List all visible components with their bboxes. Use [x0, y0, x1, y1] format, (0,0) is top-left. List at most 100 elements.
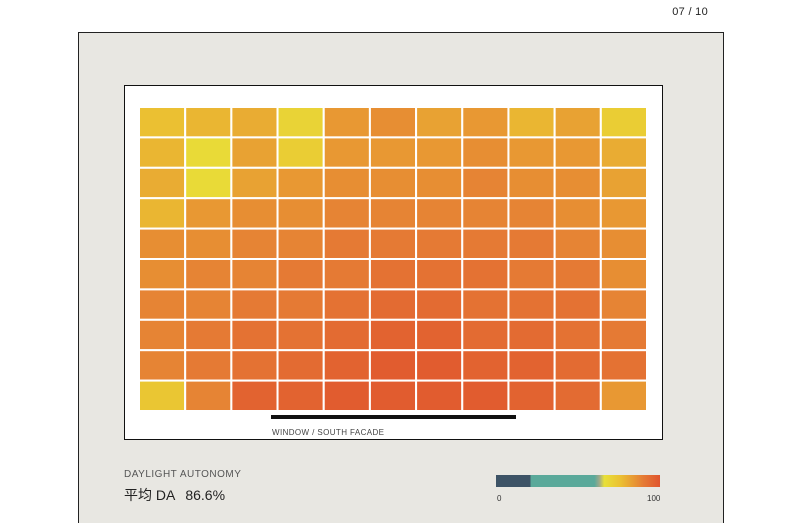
- heatmap-cell: [553, 106, 602, 139]
- heatmap-cell: [415, 288, 464, 321]
- heatmap-cell: [461, 136, 510, 169]
- heatmap-cell: [553, 318, 602, 352]
- heatmap-cell: [553, 197, 602, 230]
- heatmap-cell: [184, 349, 233, 382]
- heatmap-cell: [230, 349, 279, 382]
- heatmap-cell: [184, 227, 233, 261]
- heatmap-cell: [230, 106, 279, 139]
- heatmap-cell: [184, 258, 233, 291]
- heatmap-cell: [415, 166, 464, 200]
- heatmap-cell: [599, 379, 649, 413]
- heatmap-cell: [507, 106, 556, 139]
- heatmap-cell: [276, 227, 325, 261]
- heatmap-cell: [184, 318, 233, 352]
- heatmap-cell: [184, 197, 233, 230]
- heatmap-cell: [507, 379, 556, 413]
- heatmap-cell: [415, 318, 464, 352]
- heatmap-cell: [322, 379, 371, 413]
- color-scale-bar: [496, 475, 660, 487]
- heatmap-cell: [184, 136, 233, 169]
- heatmap-cell: [507, 349, 556, 382]
- heatmap-cell: [599, 106, 649, 139]
- heatmap-cell: [415, 197, 464, 230]
- heatmap-cell: [322, 288, 371, 321]
- metric-name: 平均 DA: [124, 487, 176, 503]
- heatmap-cell: [276, 288, 325, 321]
- heatmap-cell: [599, 258, 649, 291]
- heatmap-cell: [230, 166, 279, 200]
- heatmap-cell: [184, 288, 233, 321]
- heatmap-cell: [276, 136, 325, 169]
- heatmap-cell: [553, 136, 602, 169]
- heatmap-cell: [138, 197, 187, 230]
- heatmap-cell: [368, 318, 418, 352]
- heatmap-cell: [138, 288, 187, 321]
- page-indicator: 07 / 10: [672, 6, 708, 18]
- metric-number: 86.6%: [185, 487, 226, 503]
- metric-label: DAYLIGHT AUTONOMY: [124, 469, 242, 480]
- heatmap-cell: [599, 227, 649, 261]
- heatmap-cell: [507, 258, 556, 291]
- heatmap-cell: [415, 227, 464, 261]
- heatmap-cell: [138, 349, 187, 382]
- heatmap-cell: [368, 379, 418, 413]
- heatmap-cell: [415, 258, 464, 291]
- heatmap-cell: [507, 227, 556, 261]
- heatmap-cell: [230, 197, 279, 230]
- heatmap-cell: [138, 136, 187, 169]
- heatmap-cell: [507, 318, 556, 352]
- heatmap-cell: [368, 288, 418, 321]
- heatmap-cell: [322, 106, 371, 139]
- heatmap-cell: [461, 379, 510, 413]
- heatmap-cell: [276, 258, 325, 291]
- heatmap-cell: [138, 166, 187, 200]
- heatmap-cell: [230, 136, 279, 169]
- heatmap-cell: [368, 136, 418, 169]
- heatmap-cell: [322, 197, 371, 230]
- heatmap-cell: [599, 136, 649, 169]
- heatmap-cell: [507, 197, 556, 230]
- heatmap-cell: [368, 197, 418, 230]
- heatmap-cell: [599, 288, 649, 321]
- heatmap-cell: [276, 166, 325, 200]
- heatmap-cell: [230, 318, 279, 352]
- heatmap-cell: [138, 258, 187, 291]
- heatmap-chart: [138, 106, 649, 419]
- heatmap-cell: [461, 106, 510, 139]
- heatmap-cell: [322, 318, 371, 352]
- heatmap-cell: [461, 258, 510, 291]
- heatmap-cell: [230, 288, 279, 321]
- heatmap-cell: [461, 166, 510, 200]
- scale-min-label: 0: [497, 494, 502, 503]
- heatmap-cell: [461, 288, 510, 321]
- heatmap-cell: [599, 197, 649, 230]
- heatmap-cell: [553, 379, 602, 413]
- heatmap-cell: [230, 227, 279, 261]
- heatmap-cell: [276, 379, 325, 413]
- heatmap-cell: [368, 349, 418, 382]
- heatmap-cell: [184, 106, 233, 139]
- heatmap-cell: [553, 227, 602, 261]
- heatmap-cell: [553, 258, 602, 291]
- heatmap-cell: [138, 318, 187, 352]
- heatmap-cell: [322, 166, 371, 200]
- heatmap-cell: [276, 106, 325, 139]
- heatmap-cell: [507, 166, 556, 200]
- heatmap-cell: [368, 227, 418, 261]
- heatmap-cell: [322, 136, 371, 169]
- heatmap-frame: WINDOW / SOUTH FACADE: [124, 85, 663, 440]
- heatmap-cell: [230, 258, 279, 291]
- heatmap-cell: [415, 379, 464, 413]
- heatmap-cell: [599, 166, 649, 200]
- heatmap-cell: [415, 349, 464, 382]
- heatmap-cell: [461, 227, 510, 261]
- heatmap-cell: [322, 258, 371, 291]
- heatmap-cell: [599, 318, 649, 352]
- heatmap-cell: [599, 349, 649, 382]
- metric-value-line: 平均 DA 86.6%: [124, 485, 225, 505]
- heatmap-cell: [322, 227, 371, 261]
- heatmap-cell: [507, 136, 556, 169]
- heatmap-cell: [415, 106, 464, 139]
- heatmap-cell: [553, 166, 602, 200]
- heatmap-cell: [461, 349, 510, 382]
